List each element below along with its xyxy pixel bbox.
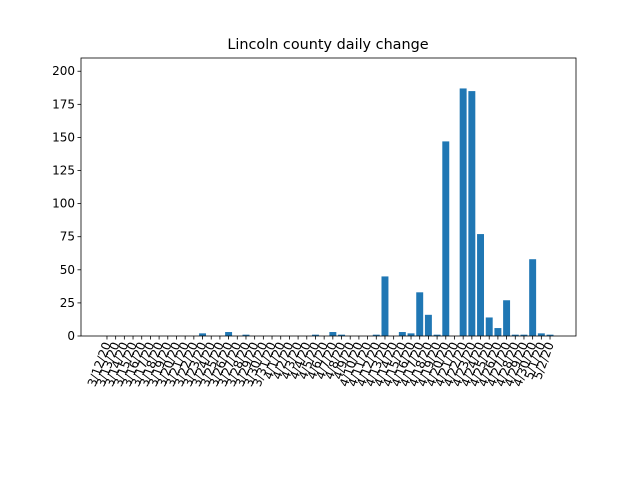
y-tick-label: 100 <box>52 197 75 211</box>
bar <box>311 334 319 336</box>
bar <box>503 300 511 336</box>
bar <box>520 334 528 336</box>
bar <box>424 314 432 336</box>
y-tick-label: 25 <box>60 296 75 310</box>
bar <box>442 141 450 336</box>
y-tick-label: 175 <box>52 97 75 111</box>
y-tick-label: 0 <box>67 329 75 343</box>
y-tick-label: 125 <box>52 164 75 178</box>
bar <box>546 334 554 336</box>
bar <box>511 334 519 336</box>
y-tick-label: 150 <box>52 130 75 144</box>
bar <box>537 333 545 336</box>
y-tick-label: 200 <box>52 64 75 78</box>
bar <box>416 292 424 336</box>
bar <box>459 88 467 336</box>
bar <box>398 332 406 336</box>
bar <box>433 334 441 336</box>
bar <box>372 334 380 336</box>
chart-title: Lincoln county daily change <box>227 37 428 53</box>
bar <box>485 317 493 336</box>
bar <box>199 333 207 336</box>
bar <box>329 332 337 336</box>
bar <box>225 332 233 336</box>
bar <box>494 328 502 336</box>
bar <box>477 234 485 336</box>
bar <box>242 334 250 336</box>
bar <box>468 91 476 336</box>
bar <box>407 333 415 336</box>
y-tick-label: 50 <box>60 263 75 277</box>
y-tick-label: 75 <box>60 230 75 244</box>
bar <box>381 276 389 336</box>
bar <box>338 334 346 336</box>
bar <box>529 259 537 336</box>
plot-frame <box>80 57 577 337</box>
